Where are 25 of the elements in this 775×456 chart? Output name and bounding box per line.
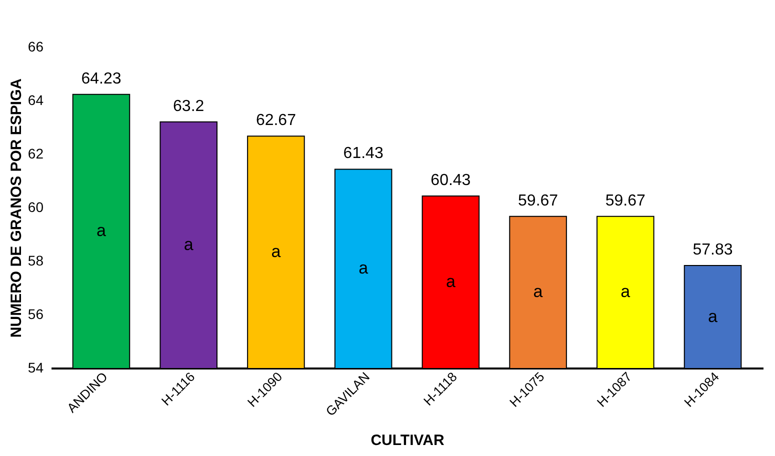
- data-label: 63.2: [173, 98, 204, 115]
- data-label: 61.43: [343, 145, 384, 162]
- data-label: 57.83: [692, 242, 733, 259]
- x-axis-title: CULTIVAR: [370, 432, 444, 449]
- data-label: 60.43: [430, 172, 471, 189]
- y-tick-label: 66: [28, 38, 44, 54]
- data-label: 59.67: [605, 192, 646, 210]
- annotation: a: [533, 282, 544, 302]
- y-axis-title: NUMERO DE GRANOS POR ESPIGA: [8, 78, 25, 338]
- annotation: a: [184, 234, 194, 254]
- annotation: a: [620, 282, 631, 302]
- annotation: a: [96, 221, 106, 240]
- annotation: a: [708, 306, 718, 326]
- annotation: a: [446, 272, 456, 291]
- data-label: 64.23: [81, 70, 122, 88]
- y-tick-label: 62: [28, 146, 44, 162]
- y-tick-label: 60: [28, 199, 44, 215]
- y-tick-label: 54: [28, 360, 44, 376]
- y-tick-label: 64: [28, 92, 44, 108]
- data-label: 62.67: [256, 112, 296, 130]
- y-tick-label: 58: [28, 252, 44, 268]
- annotation: a: [358, 258, 369, 278]
- annotation: a: [271, 242, 282, 262]
- data-label: 59.67: [518, 192, 558, 210]
- y-tick-label: 56: [28, 306, 44, 322]
